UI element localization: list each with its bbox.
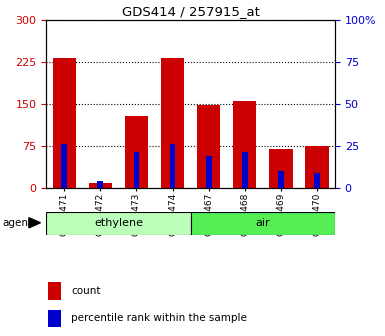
Bar: [278, 171, 284, 188]
Bar: [89, 182, 112, 188]
Text: air: air: [256, 218, 270, 228]
Bar: [46, 212, 191, 235]
Bar: [233, 101, 256, 188]
Bar: [52, 58, 76, 188]
Bar: [242, 153, 248, 188]
Bar: [314, 173, 320, 188]
Bar: [170, 144, 176, 188]
Bar: [97, 181, 103, 188]
Text: agent: agent: [2, 218, 32, 228]
Text: ethylene: ethylene: [94, 218, 143, 228]
Bar: [134, 153, 139, 188]
Bar: [269, 149, 293, 188]
Title: GDS414 / 257915_at: GDS414 / 257915_at: [122, 5, 259, 17]
Bar: [191, 212, 335, 235]
Bar: [206, 156, 211, 188]
Polygon shape: [29, 218, 40, 228]
Bar: [49, 282, 62, 299]
Bar: [161, 58, 184, 188]
Text: percentile rank within the sample: percentile rank within the sample: [71, 313, 247, 323]
Bar: [305, 146, 329, 188]
Bar: [61, 144, 67, 188]
Bar: [49, 310, 62, 327]
Bar: [197, 105, 220, 188]
Bar: [125, 117, 148, 188]
Text: count: count: [71, 286, 101, 296]
